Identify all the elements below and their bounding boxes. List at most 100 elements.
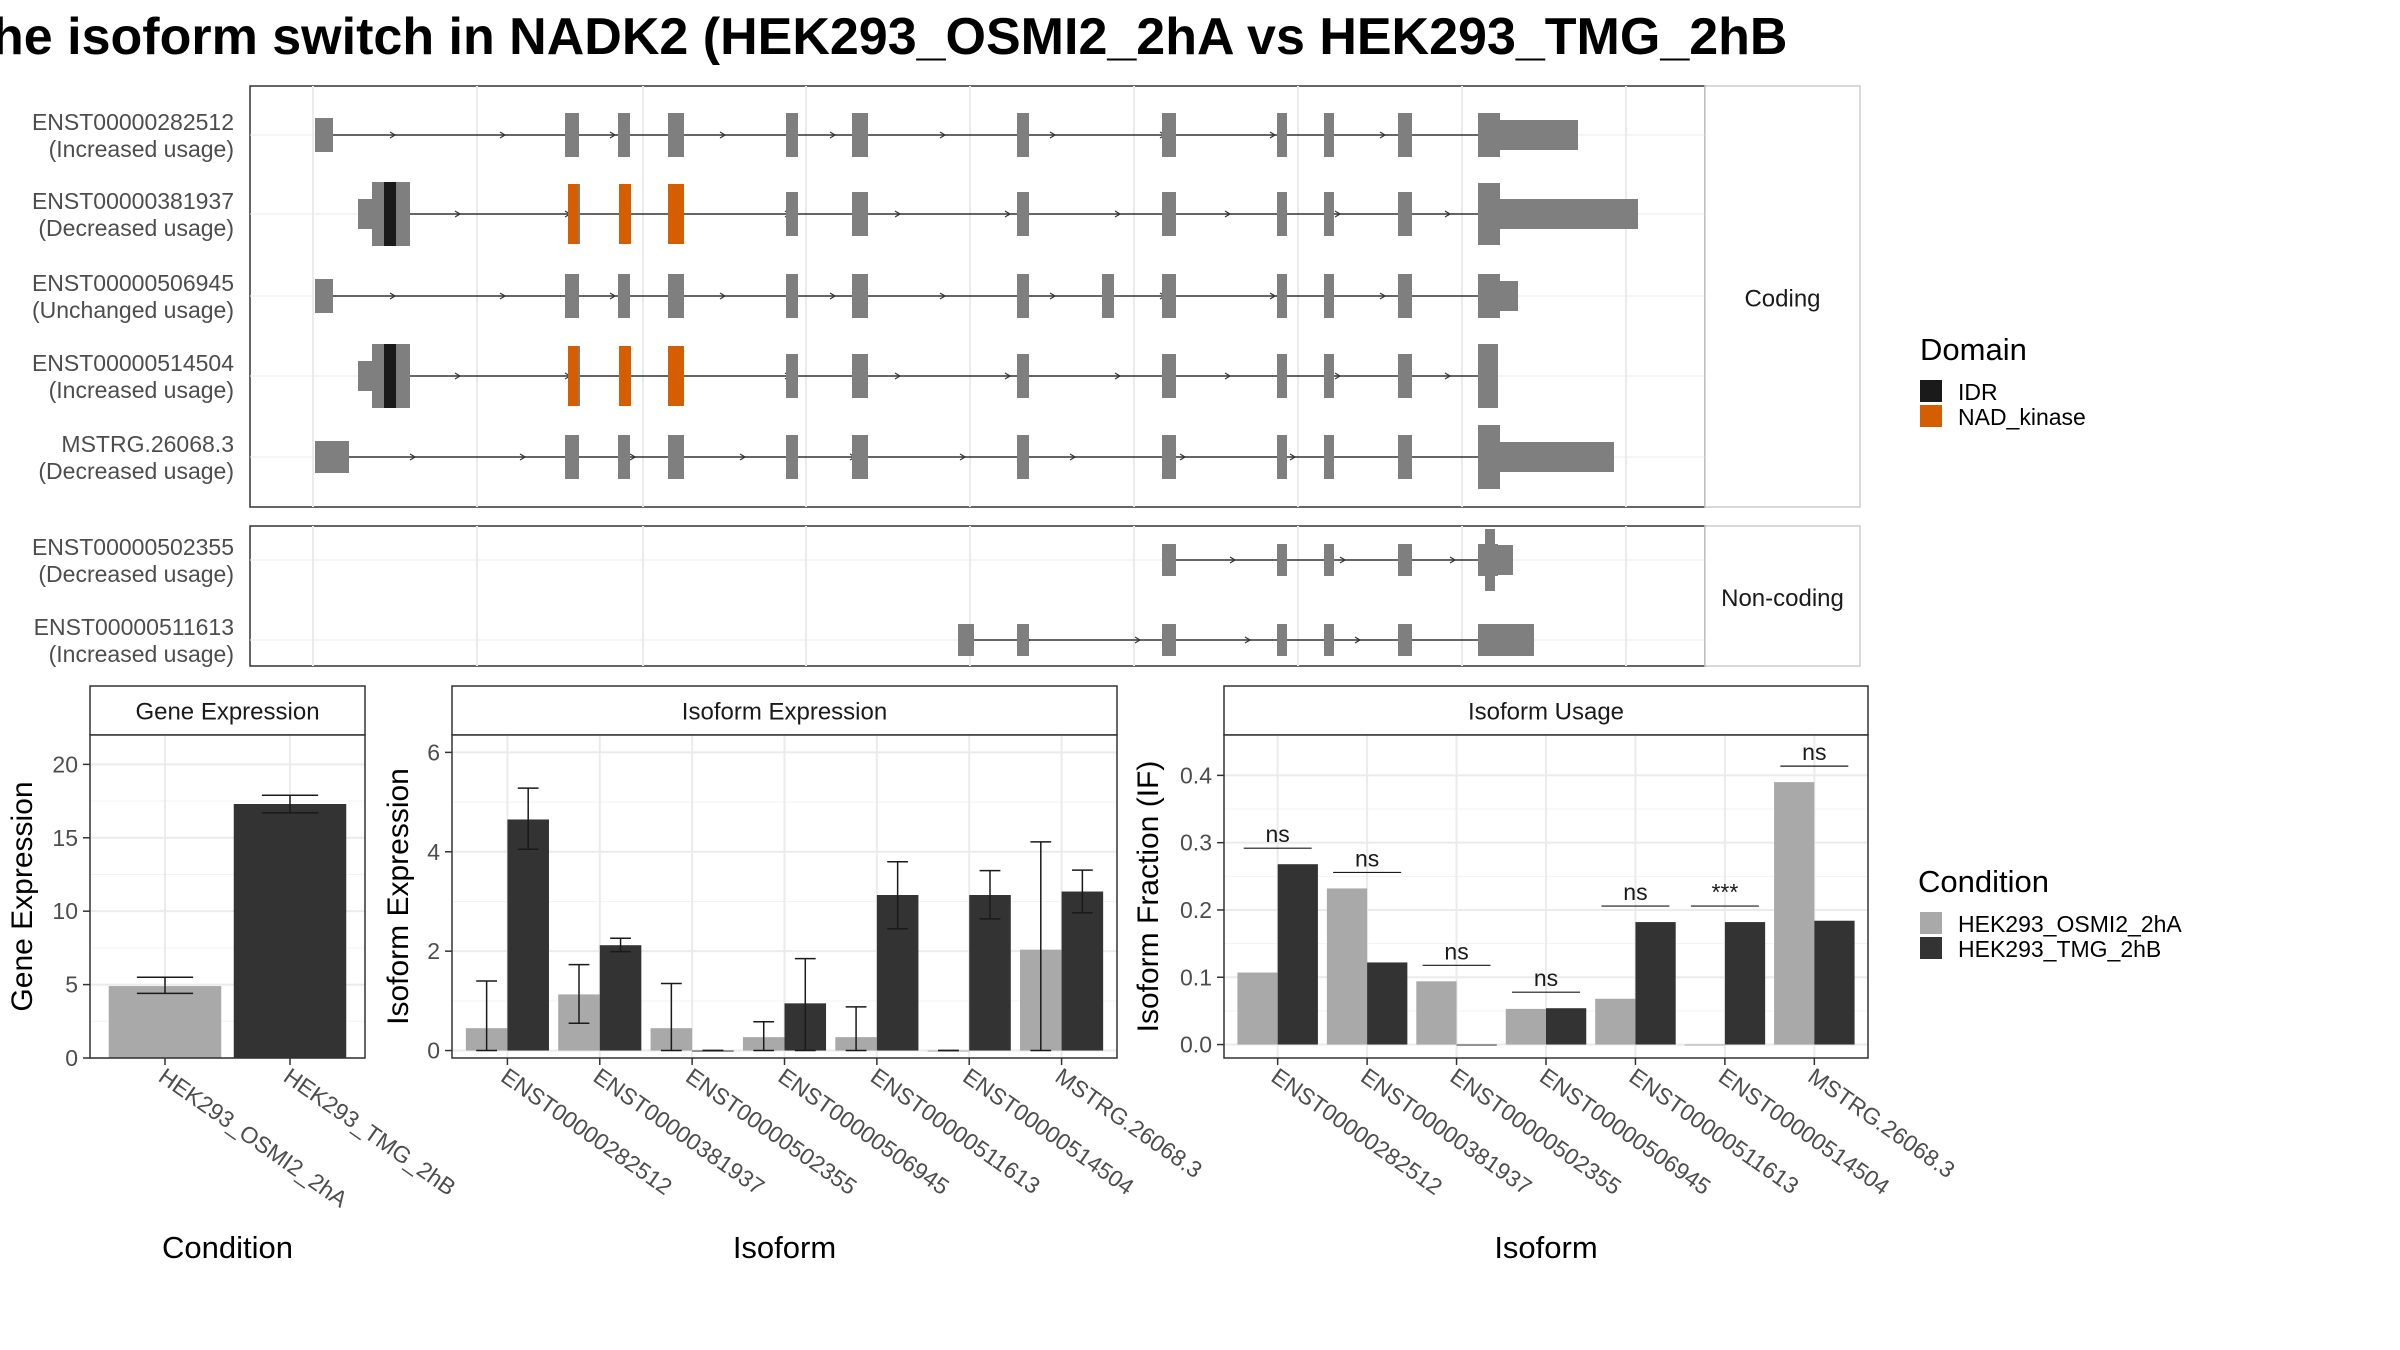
transcript-usage-label: (Decreased usage) <box>38 561 234 587</box>
exon-cds <box>1277 274 1287 318</box>
structure-strip <box>1704 85 1861 508</box>
nad-kinase-domain <box>568 346 578 406</box>
intron-arrow <box>454 210 462 218</box>
condition-legend: Condition HEK293_OSMI2_2hA HEK293_TMG_2h… <box>1918 864 2182 962</box>
y-tick-label: 15 <box>52 825 78 851</box>
exon-cds <box>565 435 579 479</box>
bar <box>1814 920 1855 1045</box>
intron-arrow <box>1114 372 1122 380</box>
significance-label: ns <box>1444 938 1468 964</box>
nad-kinase-domain <box>668 184 684 244</box>
exon-cds <box>1162 354 1176 398</box>
exon-cds <box>786 274 798 318</box>
intron-arrow <box>1134 636 1142 644</box>
x-tick-label: ENST00000511613 <box>866 1063 1045 1199</box>
x-tick-label: ENST00000502355 <box>681 1063 861 1200</box>
transcript-usage-label: (Increased usage) <box>49 136 234 162</box>
bar <box>1684 1044 1725 1046</box>
bar <box>1061 891 1104 1051</box>
structure-strip-label: Coding <box>1744 286 1820 313</box>
exon-cds <box>1324 274 1334 318</box>
exon-cds <box>668 435 684 479</box>
y-axis-label: Isoform Fraction (IF) <box>1132 761 1165 1033</box>
exon-utr <box>1500 442 1614 472</box>
panel-strip-title: Isoform Expression <box>682 699 887 726</box>
exon-utr <box>315 279 333 313</box>
bar <box>599 945 642 1051</box>
intron-arrow <box>1339 556 1347 564</box>
exon-cds <box>1017 113 1029 157</box>
exon-cds <box>1324 192 1334 236</box>
y-tick-label: 0.0 <box>1180 1032 1212 1058</box>
x-tick-label: MSTRG.26068.3 <box>1803 1063 1959 1183</box>
idr-domain <box>384 344 396 408</box>
intron-arrow <box>499 292 507 300</box>
y-tick-label: 0.1 <box>1180 964 1212 990</box>
idr-domain <box>384 182 396 246</box>
y-tick-label: 2 <box>427 938 440 964</box>
nad-kinase-legend-key <box>1920 405 1942 427</box>
exon-cds <box>1324 435 1334 479</box>
y-tick-label: 0.2 <box>1180 897 1212 923</box>
structure-strip-label: Non-coding <box>1721 585 1844 612</box>
figure-title: he isoform switch in NADK2 (HEK293_OSMI2… <box>0 8 1787 66</box>
exon-noncoding <box>1495 545 1513 575</box>
exon-cds <box>565 113 579 157</box>
intron-arrow <box>1354 636 1362 644</box>
significance-label: ns <box>1534 965 1558 991</box>
exon-utr <box>1500 199 1638 229</box>
exon-cds <box>852 113 868 157</box>
exon-cds <box>1398 354 1412 398</box>
exon-noncoding <box>958 624 974 656</box>
intron-arrow <box>1179 453 1187 461</box>
idr-legend-key <box>1920 380 1942 402</box>
intron-arrow <box>829 292 837 300</box>
panel-strip <box>1223 685 1869 736</box>
intron-arrow <box>1049 131 1057 139</box>
nad-kinase-domain <box>668 346 684 406</box>
exon-cds <box>668 274 684 318</box>
intron-arrow <box>1069 453 1077 461</box>
transcript-id-label: ENST00000506945 <box>32 270 234 296</box>
significance-label: ns <box>1355 845 1379 871</box>
exon-noncoding <box>1324 544 1334 576</box>
y-axis-label: Gene Expression <box>6 781 39 1011</box>
x-tick-label: ENST00000381937 <box>589 1063 769 1200</box>
intron-arrow <box>1379 292 1387 300</box>
intron-arrow <box>1289 453 1297 461</box>
intron-arrow <box>499 131 507 139</box>
intron-arrow <box>1049 292 1057 300</box>
intron-arrow <box>1004 372 1012 380</box>
intron-arrow <box>894 210 902 218</box>
bar <box>1774 782 1815 1045</box>
intron-arrow <box>1334 372 1342 380</box>
intron-arrow <box>719 292 727 300</box>
intron-arrow <box>454 372 462 380</box>
intron-arrow <box>1004 210 1012 218</box>
nad-kinase-legend-label: NAD_kinase <box>1958 404 2086 430</box>
exon-cds <box>1478 274 1500 318</box>
exon-cds <box>1162 113 1176 157</box>
intron-arrow <box>1224 372 1232 380</box>
exon-noncoding <box>1277 544 1287 576</box>
intron-arrow <box>609 292 617 300</box>
exon-cds <box>565 274 579 318</box>
bar <box>1367 962 1408 1045</box>
exon-cds <box>1017 192 1029 236</box>
panel-strip-title: Isoform Usage <box>1468 699 1624 726</box>
exon-cds <box>852 192 868 236</box>
y-tick-label: 4 <box>427 839 440 865</box>
exon-cds <box>786 354 798 398</box>
bar <box>507 819 549 1051</box>
exon-cds <box>1398 192 1412 236</box>
intron-arrow <box>1224 210 1232 218</box>
exon-noncoding <box>1277 624 1287 656</box>
bar <box>1505 1008 1546 1045</box>
exon-cds <box>1398 113 1412 157</box>
exon-cds <box>1162 435 1176 479</box>
transcript-id-label: ENST00000502355 <box>32 534 234 560</box>
exon-utr <box>1500 120 1578 150</box>
y-tick-label: 0 <box>65 1045 78 1071</box>
